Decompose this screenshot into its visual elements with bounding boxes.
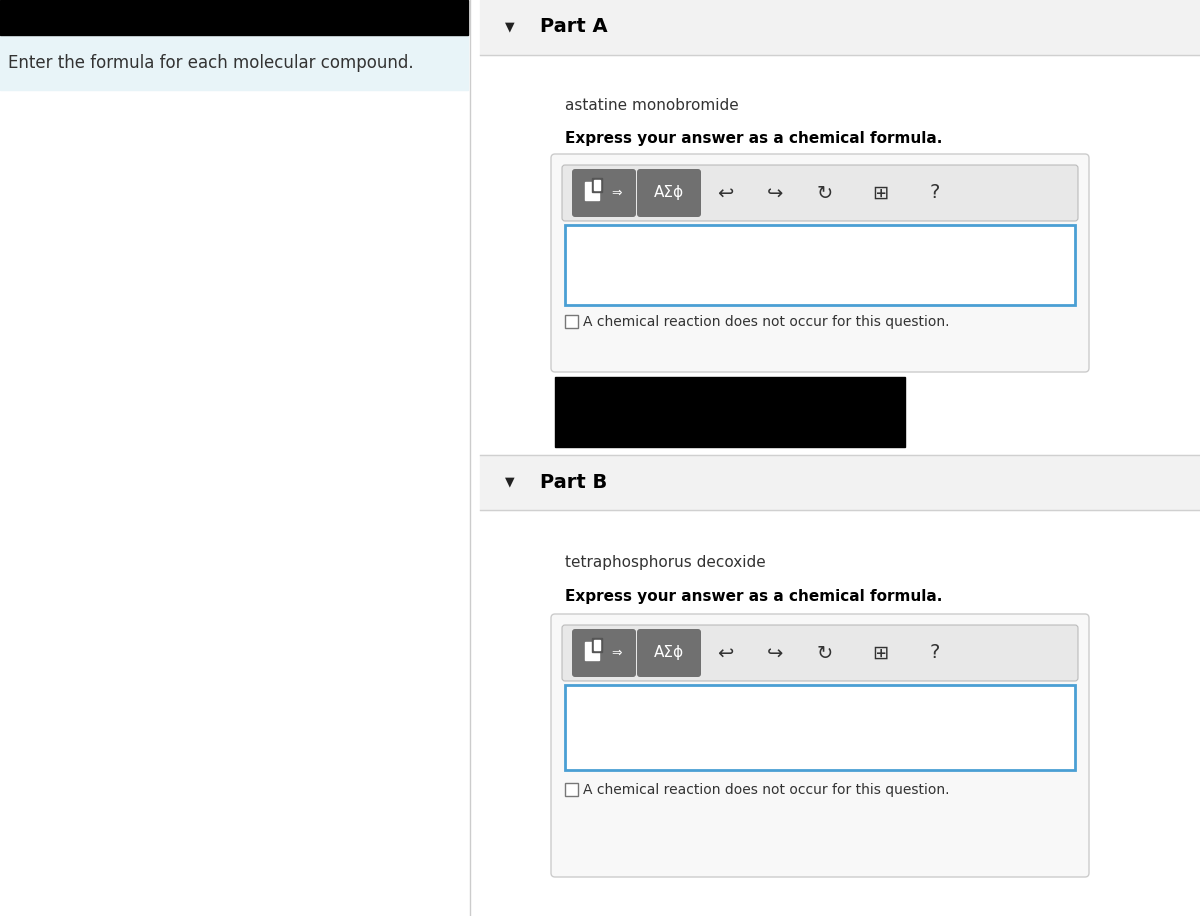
Text: ↩: ↩ — [716, 644, 733, 662]
Text: ⇒: ⇒ — [612, 187, 623, 200]
Text: ?: ? — [930, 183, 940, 202]
FancyBboxPatch shape — [565, 225, 1075, 305]
Text: ↻: ↻ — [817, 183, 833, 202]
Text: Express your answer as a chemical formula.: Express your answer as a chemical formul… — [565, 588, 942, 604]
Text: Express your answer as a chemical formula.: Express your answer as a chemical formul… — [565, 130, 942, 146]
Text: Part B: Part B — [540, 473, 607, 492]
FancyBboxPatch shape — [562, 625, 1078, 681]
Bar — [594, 640, 600, 650]
Bar — [592, 638, 602, 652]
Bar — [565, 315, 578, 328]
FancyBboxPatch shape — [637, 169, 701, 217]
Bar — [480, 55, 1200, 455]
FancyBboxPatch shape — [562, 165, 1078, 221]
Text: A chemical reaction does not occur for this question.: A chemical reaction does not occur for t… — [583, 783, 949, 797]
Text: tetraphosphorus decoxide: tetraphosphorus decoxide — [565, 555, 766, 571]
FancyBboxPatch shape — [551, 614, 1090, 877]
FancyBboxPatch shape — [572, 629, 636, 677]
Bar — [480, 510, 1200, 916]
FancyBboxPatch shape — [637, 629, 701, 677]
Text: Enter the formula for each molecular compound.: Enter the formula for each molecular com… — [8, 53, 414, 71]
FancyBboxPatch shape — [572, 169, 636, 217]
Text: ▼: ▼ — [505, 20, 515, 34]
Text: ΑΣϕ: ΑΣϕ — [654, 186, 684, 201]
Text: ⇒: ⇒ — [612, 647, 623, 660]
Bar — [0, 90, 468, 916]
Bar — [0, 35, 468, 90]
Text: Part A: Part A — [540, 17, 607, 37]
Bar — [594, 180, 600, 190]
Text: ⊞: ⊞ — [872, 183, 888, 202]
Text: ↪: ↪ — [767, 644, 784, 662]
Bar — [480, 0, 1200, 55]
Text: A chemical reaction does not occur for this question.: A chemical reaction does not occur for t… — [583, 315, 949, 329]
FancyBboxPatch shape — [551, 154, 1090, 372]
Bar — [592, 178, 602, 192]
Text: ⊞: ⊞ — [872, 644, 888, 662]
Text: ↻: ↻ — [817, 644, 833, 662]
Text: ↪: ↪ — [767, 183, 784, 202]
Bar — [586, 642, 599, 660]
Text: ?: ? — [930, 644, 940, 662]
Text: astatine monobromide: astatine monobromide — [565, 97, 739, 113]
Text: ▼: ▼ — [505, 475, 515, 488]
FancyBboxPatch shape — [565, 685, 1075, 770]
Text: ↩: ↩ — [716, 183, 733, 202]
Bar — [0, 0, 468, 35]
Bar — [554, 377, 905, 447]
Bar — [480, 455, 1200, 510]
Bar — [565, 783, 578, 796]
Text: ΑΣϕ: ΑΣϕ — [654, 646, 684, 660]
Bar — [586, 182, 599, 200]
